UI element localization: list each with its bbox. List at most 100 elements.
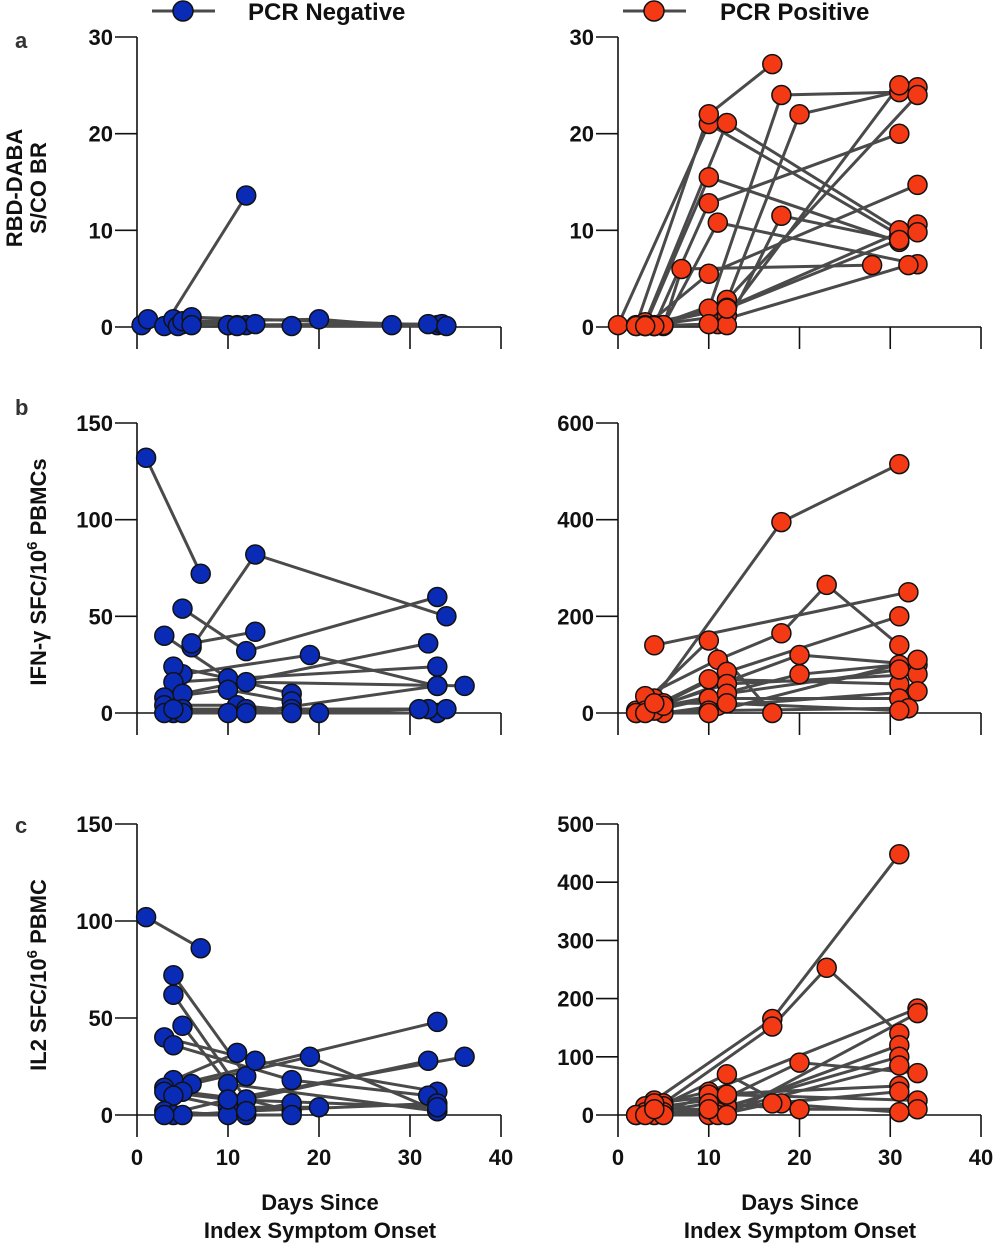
data-point [417, 313, 439, 335]
data-point [427, 1011, 448, 1033]
legend-negative: PCR Negative [152, 0, 405, 26]
data-point [716, 693, 738, 714]
data-point [861, 254, 883, 276]
x-tick-label: 10 [697, 1145, 721, 1170]
data-point [226, 1042, 248, 1064]
data-point [454, 675, 475, 697]
data-point [698, 668, 720, 690]
data-point [762, 1016, 783, 1037]
data-point [698, 702, 720, 724]
ylabel-a-line1: RBD-DABA [2, 129, 27, 248]
data-point [281, 1069, 302, 1091]
data-point [898, 581, 919, 603]
data-point [716, 298, 738, 319]
y-tick-label: 200 [557, 987, 594, 1012]
ylabel-a: RBD-DABA S/CO BR [2, 129, 51, 248]
data-point [716, 1104, 738, 1126]
legend-negative-label: PCR Negative [248, 0, 405, 26]
x-tick-label: 0 [612, 1145, 624, 1170]
data-point [163, 984, 184, 1005]
data-point [698, 104, 720, 125]
legend-positive-label: PCR Positive [720, 0, 869, 26]
data-point [771, 511, 792, 533]
data-point [889, 1081, 910, 1102]
data-point [889, 606, 910, 627]
y-tick-label: 500 [557, 812, 594, 837]
y-tick-label: 10 [570, 218, 594, 243]
y-tick-label: 20 [89, 122, 113, 147]
data-point [308, 309, 330, 330]
data-point [907, 174, 928, 196]
series-line-0 [144, 457, 203, 575]
data-point [281, 1104, 302, 1126]
xlabel-left-line2: Index Symptom Onset [204, 1218, 437, 1243]
data-point [163, 1034, 184, 1056]
y-tick-label: 30 [570, 25, 594, 50]
x-tick-label: 40 [489, 1145, 513, 1170]
data-point [907, 84, 928, 106]
data-point [789, 664, 810, 685]
data-point [889, 453, 910, 475]
ylabel-a-line2: S/CO BR [26, 142, 51, 234]
data-point [762, 53, 783, 75]
ylabel-b-tail: PBMCs [26, 458, 51, 541]
data-point [417, 1050, 439, 1071]
data-point [698, 313, 720, 335]
y-tick-label: 100 [76, 909, 113, 934]
data-point [172, 598, 193, 619]
data-point [644, 635, 665, 656]
x-tick-label: 10 [216, 1145, 240, 1170]
y-tick-label: 20 [570, 122, 594, 147]
x-tick-label: 20 [307, 1145, 331, 1170]
data-point [698, 263, 720, 285]
ylabel-b: IFN-γ SFC/106 PBMCs [24, 458, 51, 685]
data-point [172, 1015, 193, 1037]
y-tick-label: 150 [76, 411, 113, 436]
xlabel-left-line1: Days Since [261, 1190, 378, 1215]
data-point [889, 844, 910, 865]
data-point [634, 315, 656, 337]
data-point [308, 702, 330, 724]
data-point [789, 1098, 810, 1120]
data-point [172, 1104, 193, 1126]
ylabel-c-tail: PBMC [26, 879, 51, 950]
data-point [235, 1100, 257, 1122]
data-point [427, 1096, 448, 1118]
data-point [245, 1050, 266, 1071]
data-point [907, 1062, 928, 1084]
data-point [789, 104, 810, 125]
data-point [281, 315, 302, 337]
x-tick-label: 20 [787, 1145, 811, 1170]
series-line-1 [662, 965, 901, 1105]
data-point [644, 693, 665, 714]
panel-letter-b: b [15, 395, 28, 420]
data-point [907, 681, 928, 702]
legend-positive: PCR Positive [623, 0, 869, 26]
data-point [226, 315, 248, 337]
data-point [245, 313, 266, 335]
panel-c-left: 0 50 100 150 0 10 20 30 40 [76, 812, 513, 1170]
data-point [762, 702, 783, 724]
data-point [217, 1089, 239, 1110]
series-line-7 [173, 665, 438, 684]
data-point [245, 621, 266, 643]
xlabel-right-line2: Index Symptom Onset [684, 1218, 917, 1243]
y-tick-label: 0 [101, 701, 113, 726]
series-line-2 [643, 120, 901, 323]
y-tick-label: 200 [557, 604, 594, 629]
series-line-6 [172, 1051, 238, 1082]
data-point [427, 656, 448, 677]
data-point [299, 1046, 321, 1068]
y-tick-label: 10 [89, 218, 113, 243]
data-point [281, 702, 302, 724]
ylabel-b-text: IFN-γ SFC/106 PBMCs [24, 458, 51, 685]
data-point [163, 965, 184, 986]
data-point [163, 698, 184, 720]
data-point [698, 166, 720, 188]
series-line-3 [191, 630, 256, 645]
data-point [716, 1084, 738, 1105]
data-point [698, 1098, 720, 1120]
xlabel-right-line1: Days Since [741, 1190, 858, 1215]
data-point [154, 1104, 175, 1126]
